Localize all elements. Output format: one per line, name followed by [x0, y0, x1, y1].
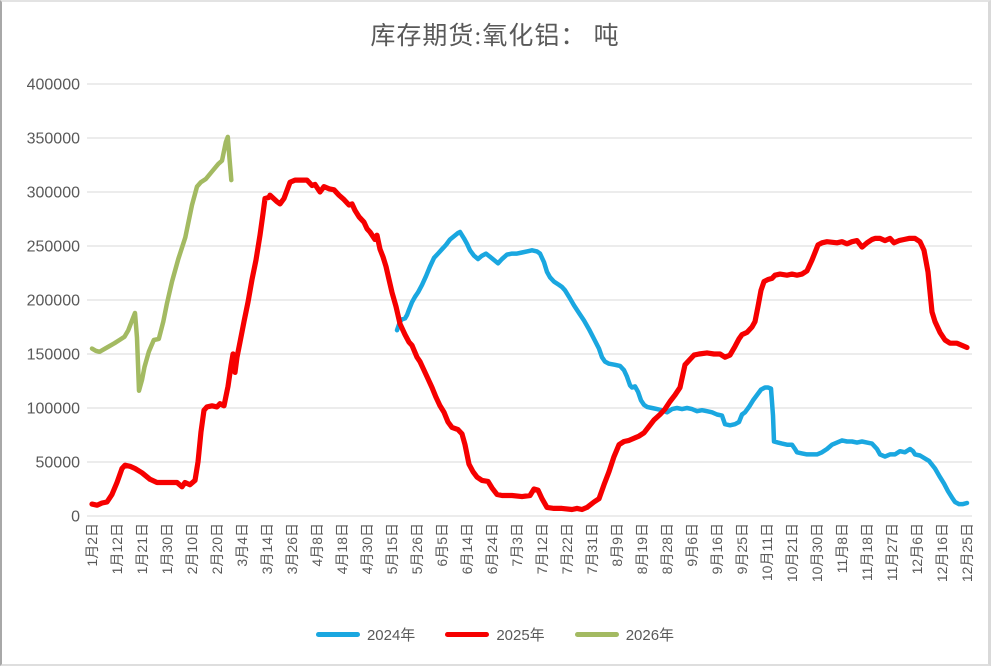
svg-text:6月5日: 6月5日	[434, 523, 450, 567]
series-line-2026年	[89, 134, 234, 393]
svg-text:350000: 350000	[27, 131, 80, 148]
svg-text:7月31日: 7月31日	[584, 523, 600, 574]
svg-text:150000: 150000	[27, 347, 80, 364]
svg-text:0: 0	[71, 509, 80, 526]
legend-swatch-2026-line	[574, 632, 619, 637]
svg-text:10月30日: 10月30日	[809, 523, 825, 582]
svg-text:10月21日: 10月21日	[784, 523, 800, 582]
svg-text:400000: 400000	[27, 77, 80, 94]
svg-text:5月26日: 5月26日	[409, 523, 425, 574]
legend-item-2026: 2026年	[574, 624, 675, 645]
svg-text:4月8日: 4月8日	[309, 523, 325, 567]
svg-text:2月20日: 2月20日	[209, 523, 225, 574]
x-axis-labels: 1月2日 1月12日 1月21日 1月30日 2月10日 2月20日 3月4日 3月14日 3月…	[84, 523, 975, 582]
svg-text:7月22日: 7月22日	[559, 523, 575, 574]
svg-text:11月18日: 11月18日	[859, 523, 875, 581]
svg-text:200000: 200000	[27, 293, 80, 310]
svg-text:8月9日: 8月9日	[609, 523, 625, 567]
svg-text:3月26日: 3月26日	[284, 523, 300, 574]
legend-swatch-2025-line	[445, 632, 490, 637]
chart-title: 库存期货:氧化铝： 吨	[370, 23, 620, 50]
svg-text:50000: 50000	[36, 455, 81, 472]
legend-item-2025: 2025年	[445, 624, 545, 645]
legend-label-2025: 2025年	[496, 627, 545, 644]
svg-text:9月25日: 9月25日	[734, 523, 750, 574]
svg-text:12月6日: 12月6日	[909, 523, 925, 574]
svg-text:7月12日: 7月12日	[534, 523, 550, 574]
legend-swatch-2024-line	[315, 632, 360, 637]
svg-text:300000: 300000	[27, 185, 80, 202]
chart-legend: 2024年 2025年 2026年	[2, 624, 988, 645]
svg-text:8月19日: 8月19日	[634, 523, 650, 574]
legend-item-2024: 2024年	[315, 624, 416, 645]
svg-text:12月16日: 12月16日	[934, 523, 950, 582]
svg-text:6月24日: 6月24日	[484, 523, 500, 574]
series-line-2025年	[89, 177, 970, 513]
svg-text:4月30日: 4月30日	[359, 523, 375, 574]
svg-text:11月8日: 11月8日	[834, 523, 850, 573]
svg-text:1月12日: 1月12日	[109, 523, 125, 574]
gridlines	[87, 83, 972, 517]
y-axis-labels: 0 50000 100000 150000 200000 250000 300000 3500…	[27, 77, 80, 526]
svg-text:6月14日: 6月14日	[459, 523, 475, 574]
svg-text:1月21日: 1月21日	[134, 523, 150, 574]
svg-text:11月27日: 11月27日	[884, 523, 900, 581]
svg-text:5月15日: 5月15日	[384, 523, 400, 574]
svg-text:1月2日: 1月2日	[84, 523, 100, 567]
svg-text:7月3日: 7月3日	[509, 523, 525, 567]
svg-text:10月11日: 10月11日	[759, 523, 775, 581]
svg-text:9月16日: 9月16日	[709, 523, 725, 574]
svg-text:9月6日: 9月6日	[684, 523, 700, 567]
svg-text:3月4日: 3月4日	[234, 523, 250, 567]
legend-label-2026: 2026年	[625, 627, 675, 644]
svg-text:1月30日: 1月30日	[159, 523, 175, 574]
svg-text:3月14日: 3月14日	[259, 523, 275, 574]
svg-text:8月28日: 8月28日	[659, 523, 675, 574]
svg-text:4月18日: 4月18日	[334, 523, 350, 574]
svg-text:12月25日: 12月25日	[959, 523, 975, 582]
legend-label-2024: 2024年	[366, 627, 416, 644]
svg-text:250000: 250000	[27, 239, 80, 256]
svg-text:2月10日: 2月10日	[184, 523, 200, 574]
svg-text:100000: 100000	[27, 401, 80, 418]
